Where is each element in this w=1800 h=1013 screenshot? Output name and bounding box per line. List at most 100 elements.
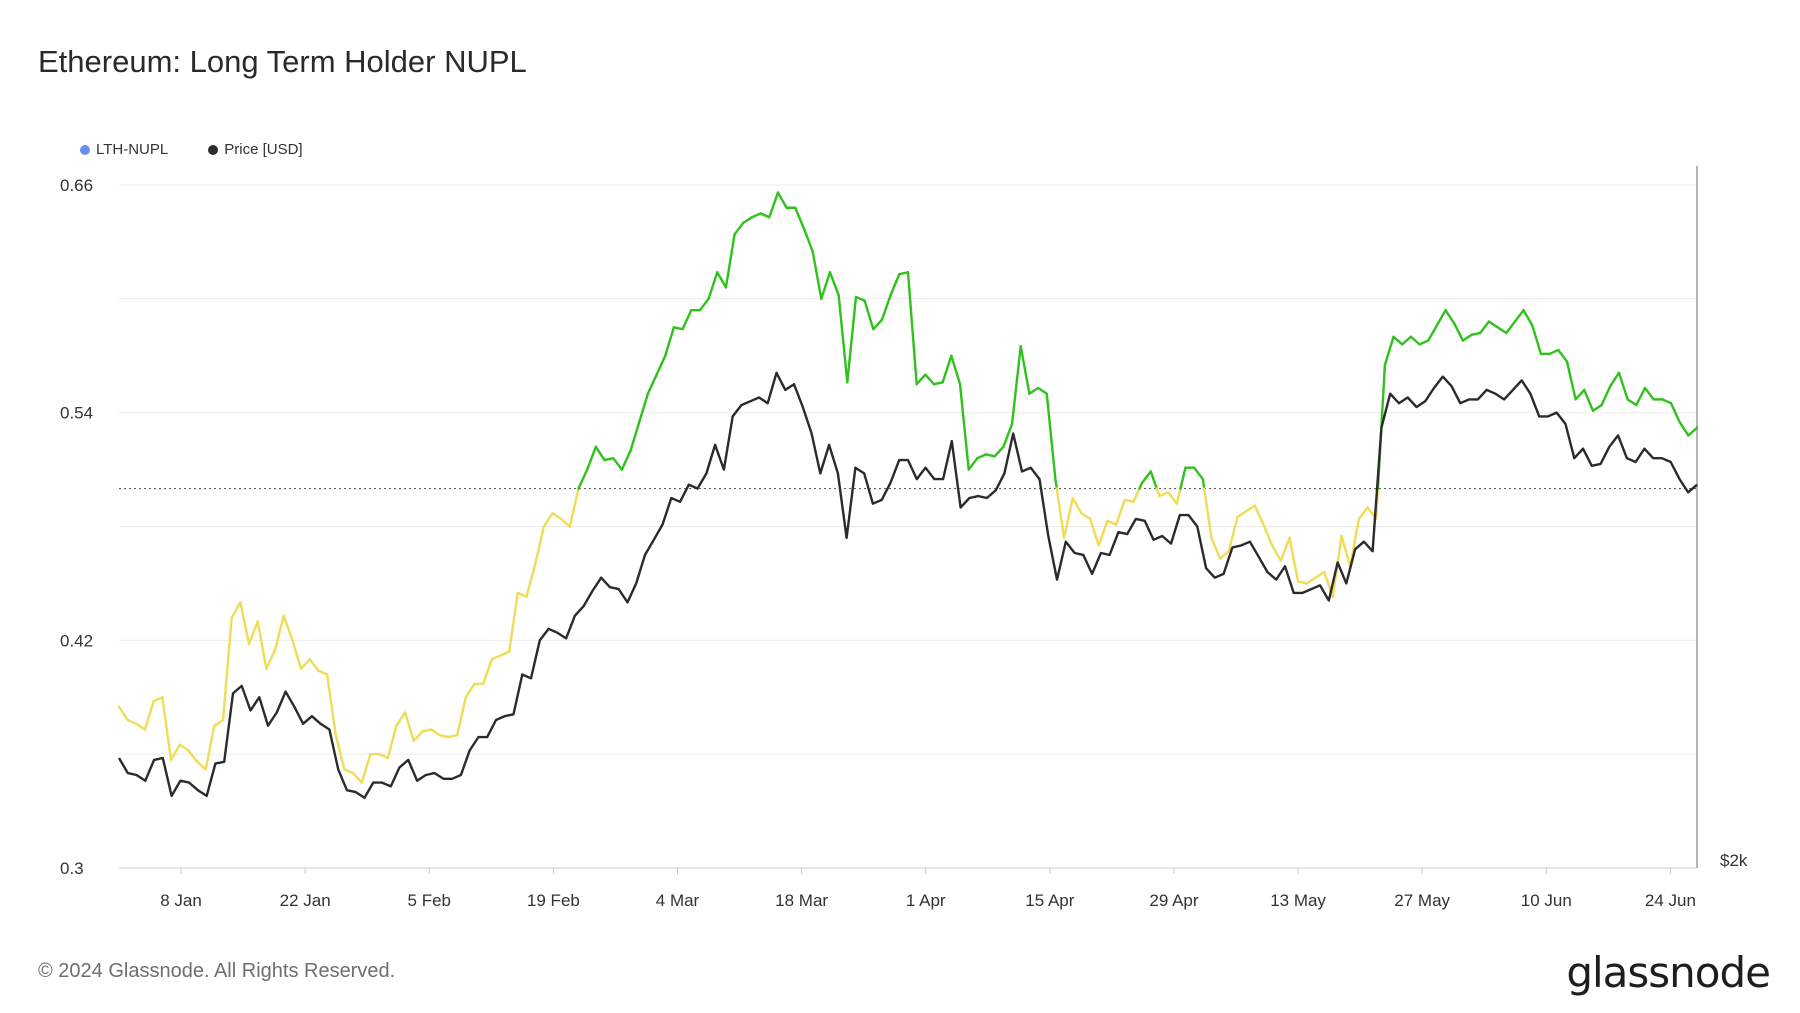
nupl-segment [1548, 348, 1560, 356]
nupl-segment [542, 512, 554, 528]
nupl-segment [1678, 420, 1690, 437]
nupl-segment [742, 216, 754, 225]
nupl-segment [1088, 517, 1100, 547]
nupl-segment [750, 212, 762, 219]
nupl-segment [117, 705, 129, 722]
nupl-segment [516, 591, 528, 598]
nupl-segment [1062, 496, 1074, 540]
chart-series [117, 191, 1699, 799]
nupl-segment [1106, 519, 1118, 526]
legend-dot-icon [208, 144, 219, 155]
y-tick-label: 0.66 [60, 176, 93, 195]
nupl-segment [707, 271, 719, 301]
nupl-segment [360, 752, 372, 784]
nupl-segment [351, 771, 363, 784]
nupl-segment [1461, 333, 1473, 342]
nupl-segment [629, 420, 641, 452]
nupl-segment [1600, 384, 1612, 407]
nupl-segment [863, 299, 875, 331]
nupl-segment [1166, 491, 1178, 505]
nupl-segment [837, 293, 849, 384]
nupl-segment [1080, 512, 1092, 521]
nupl-segment [1409, 335, 1421, 346]
x-axis-ticks: 8 Jan 22 Jan 5 Feb 19 Feb 4 Mar 18 Mar 1 Apr 15… [160, 868, 1696, 910]
nupl-segment [499, 650, 511, 657]
nupl-segment [1179, 466, 1187, 490]
x-tick-label: 19 Feb [527, 891, 580, 910]
nupl-segment [273, 614, 285, 652]
nupl-segment [507, 591, 520, 653]
nupl-segment [1591, 403, 1603, 412]
x-tick-label: 18 Mar [775, 891, 828, 910]
nupl-segment [941, 354, 953, 384]
nupl-segment [1392, 335, 1404, 346]
nupl-segment [655, 354, 667, 376]
nupl-segment [169, 743, 181, 762]
y-tick-label: 0.42 [60, 631, 93, 650]
nupl-segment [291, 639, 303, 670]
nupl-segment [334, 733, 346, 771]
x-tick-label: 5 Feb [408, 891, 451, 910]
nupl-segment [1002, 422, 1014, 448]
nupl-segment [1192, 466, 1204, 481]
nupl-segment [1288, 536, 1300, 583]
x-tick-label: 29 Apr [1149, 891, 1198, 910]
nupl-segment [1487, 320, 1499, 329]
legend-label: Price [USD] [224, 141, 303, 158]
nupl-segment [924, 373, 936, 386]
chart-axes [119, 166, 1698, 869]
nupl-segment [585, 445, 598, 471]
nupl-segment [776, 191, 788, 209]
nupl-segment [1019, 345, 1031, 395]
nupl-segment [733, 221, 745, 236]
nupl-segment [1522, 308, 1534, 327]
nupl-segment [1635, 386, 1647, 407]
nupl-segment [1557, 348, 1569, 363]
nupl-segment [828, 271, 840, 297]
nupl-segment [343, 768, 355, 775]
nupl-segment [1158, 491, 1170, 498]
nupl-segment [308, 658, 320, 672]
legend-item-price[interactable]: Price [USD] [208, 141, 303, 158]
nupl-segment [1253, 504, 1265, 526]
nupl-segment [447, 733, 459, 739]
nupl-segment [256, 620, 268, 670]
nupl-segment [915, 373, 927, 386]
nupl-segment [603, 456, 615, 462]
x-tick-label: 22 Jan [280, 891, 331, 910]
y-tick-label: 0.3 [60, 859, 84, 878]
nupl-segment [1583, 388, 1595, 412]
nupl-segment [768, 191, 780, 219]
nupl-segment [247, 620, 259, 646]
nupl-segment [126, 718, 138, 726]
nupl-segment [221, 616, 233, 722]
nupl-segment [239, 601, 251, 646]
nupl-segment [1609, 371, 1621, 388]
nupl-segment [1531, 324, 1543, 356]
nupl-segment [1097, 519, 1109, 547]
nupl-segment [1296, 580, 1309, 585]
nupl-segment [429, 728, 442, 737]
x-tick-label: 1 Apr [906, 891, 946, 910]
legend-dot-icon [80, 144, 90, 155]
nupl-segment [1687, 426, 1699, 437]
nupl-segment [1401, 335, 1413, 346]
copyright-text: © 2024 Glassnode. All Rights Reserved. [38, 960, 396, 982]
legend-label: LTH-NUPL [96, 141, 169, 158]
nupl-segment [1175, 487, 1182, 505]
nupl-segment [638, 392, 650, 424]
nupl-segment [152, 696, 164, 703]
x-tick-label: 8 Jan [160, 891, 202, 910]
nupl-segment [620, 449, 632, 471]
nupl-segment [282, 614, 294, 642]
nupl-segment [533, 525, 546, 566]
nupl-segment [854, 295, 866, 302]
nupl-segment [1123, 498, 1135, 504]
nupl-segment [559, 517, 572, 528]
nupl-segment [1132, 487, 1141, 504]
legend-item-lth-nupl[interactable]: LTH-NUPL [80, 141, 168, 158]
nupl-segment [811, 250, 823, 301]
glassnode-logo: glassnode [1566, 948, 1771, 997]
nupl-segment [481, 658, 494, 686]
